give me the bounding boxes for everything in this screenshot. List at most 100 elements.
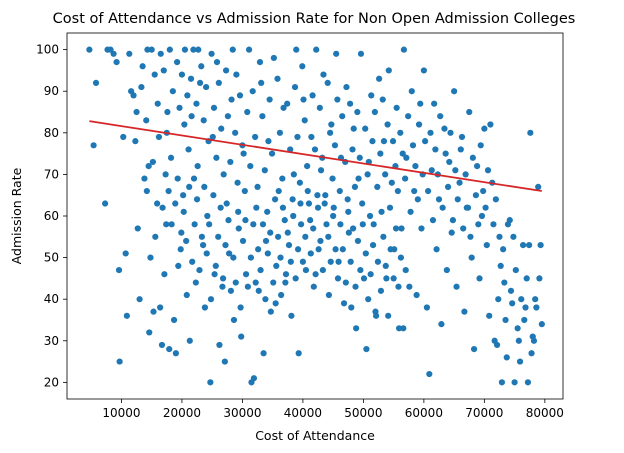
data-point [480,187,487,195]
data-point [186,337,193,344]
data-point [357,266,364,274]
data-point [456,179,463,186]
data-point [172,200,179,207]
data-point [270,279,277,286]
data-point [167,154,175,161]
data-point [122,250,129,257]
data-point [477,142,484,149]
data-point [226,250,233,257]
data-point [120,133,127,141]
data-point [484,167,492,174]
data-point [322,192,329,199]
data-point [331,142,339,149]
data-point [304,162,311,170]
data-point [310,283,317,290]
data-point [210,192,217,199]
data-point [185,146,192,153]
data-point [211,271,218,278]
data-point [198,233,205,240]
data-point [325,233,332,240]
data-point [169,88,176,95]
data-point [253,204,260,211]
data-point [228,96,235,103]
data-point [216,341,223,349]
data-point [235,208,242,215]
data-point [394,187,401,195]
data-point [362,125,369,132]
data-point [406,283,413,290]
data-point [350,125,357,132]
data-point [366,212,374,220]
data-point [123,312,130,319]
data-point [387,246,394,253]
data-point [409,142,417,149]
data-point [346,100,354,107]
x-tick-label: 60000 [405,406,443,420]
data-point [444,183,452,190]
data-point [245,46,253,53]
data-point [376,75,383,82]
data-point [467,233,474,240]
data-point [308,133,315,141]
data-point [502,316,509,324]
data-point [449,217,457,224]
data-point [284,229,291,236]
data-point [188,113,195,120]
data-point [223,200,230,207]
data-point [398,225,405,232]
data-point [327,129,334,136]
data-point [255,287,262,294]
data-point [194,162,201,170]
data-point [496,233,503,240]
data-point [234,179,241,186]
data-point [196,266,203,274]
data-point [244,108,251,116]
data-point [133,108,140,116]
y-tick-label: 60 [44,209,59,223]
data-point [314,204,322,211]
data-point [402,175,409,182]
data-point [126,50,133,57]
data-point [481,125,488,132]
data-point [532,296,539,303]
trend-line [89,120,542,192]
data-point [476,275,483,282]
x-tick-label: 80000 [526,406,564,420]
data-point [244,283,251,290]
data-point [451,88,458,95]
data-point [290,171,297,178]
data-point [180,192,187,199]
data-point [511,379,518,386]
data-point [414,196,421,203]
data-point [183,291,190,299]
data-point [176,104,183,111]
data-point [296,179,303,186]
data-point [141,175,148,182]
data-point [386,204,394,211]
y-tick-label: 100 [36,43,59,57]
data-point [512,266,519,274]
data-point [252,133,259,141]
data-point [453,283,460,290]
data-point [536,275,543,282]
data-point [354,237,362,245]
data-point [207,379,214,386]
data-point [521,316,528,324]
data-point [138,83,145,91]
data-point [432,146,439,153]
data-point [383,275,390,282]
data-point [348,304,355,311]
data-point [439,204,446,211]
data-point [113,59,120,66]
data-point [219,275,227,282]
data-point [174,175,181,182]
data-point [368,92,375,99]
data-point [139,63,146,70]
data-point [400,325,407,332]
data-point [305,200,313,207]
data-point [240,150,247,157]
data-point [429,217,437,224]
data-point [151,71,158,78]
data-point [362,250,369,257]
